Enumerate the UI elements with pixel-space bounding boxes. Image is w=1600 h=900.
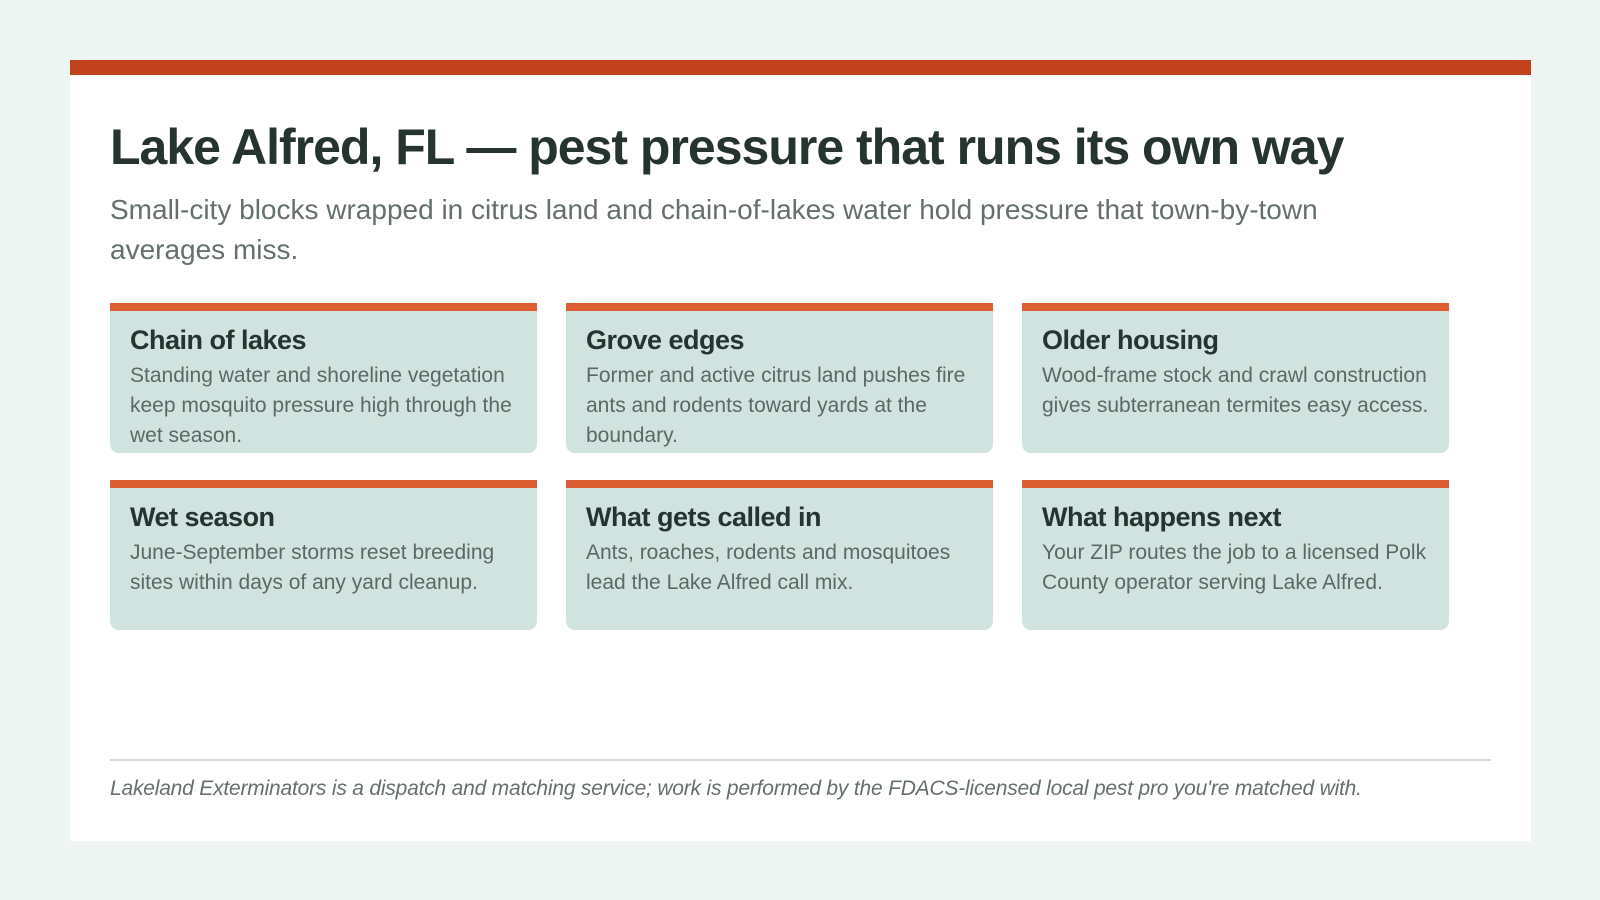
tile-older-housing: Older housing Wood-frame stock and crawl…: [1022, 303, 1449, 453]
tile-title: Wet season: [130, 502, 275, 532]
tile-title: What gets called in: [586, 502, 822, 532]
page-title: Lake Alfred, FL — pest pressure that run…: [110, 119, 1344, 175]
tile-what-gets-called-in: What gets called in Ants, roaches, roden…: [566, 480, 993, 630]
tile-body: Ants, roaches, rodents and mosquitoes le…: [586, 541, 951, 594]
accent-bar: [70, 60, 1531, 75]
tile-grove-edges: Grove edges Former and active citrus lan…: [566, 303, 993, 453]
tile-body: Standing water and shoreline vegetation …: [130, 364, 512, 447]
tile-chain-of-lakes: Chain of lakes Standing water and shorel…: [110, 303, 537, 453]
content-card: Lake Alfred, FL — pest pressure that run…: [70, 60, 1531, 841]
tile-wet-season: Wet season June-September storms reset b…: [110, 480, 537, 630]
tile-body: Former and active citrus land pushes fir…: [586, 364, 966, 447]
tile-what-happens-next: What happens next Your ZIP routes the jo…: [1022, 480, 1449, 630]
page-subtitle: Small-city blocks wrapped in citrus land…: [110, 194, 1318, 265]
tile-title: Grove edges: [586, 325, 745, 355]
tile-title: Older housing: [1042, 325, 1219, 355]
tile-body: Wood-frame stock and crawl construction …: [1042, 364, 1429, 417]
tile-body: June-September storms reset breeding sit…: [130, 541, 495, 594]
tile-title: What happens next: [1042, 502, 1282, 532]
tile-title: Chain of lakes: [130, 325, 307, 355]
tile-body: Your ZIP routes the job to a licensed Po…: [1042, 541, 1427, 594]
footer-divider: [110, 759, 1491, 761]
feature-grid: Chain of lakes Standing water and shorel…: [110, 303, 1449, 630]
footer-disclaimer: Lakeland Exterminators is a dispatch and…: [110, 777, 1362, 800]
